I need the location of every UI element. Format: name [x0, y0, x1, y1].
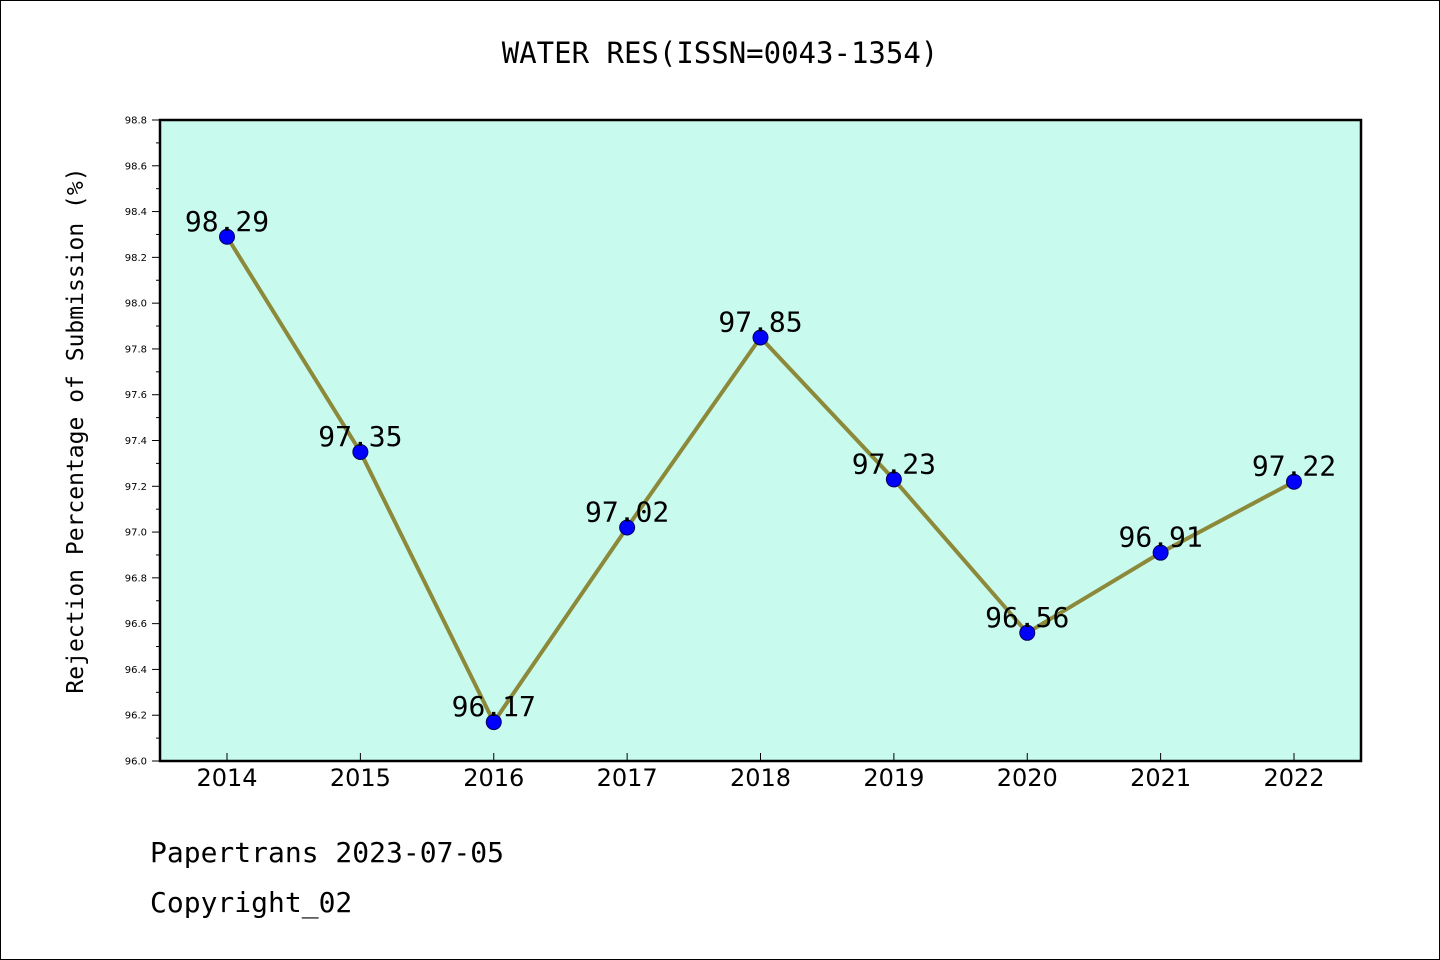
y-axis-label: Rejection Percentage of Submission (%)	[63, 167, 89, 693]
data-point	[752, 329, 769, 346]
y-tick-label: 98.0	[125, 299, 147, 310]
y-tick-label: 98.4	[125, 207, 147, 218]
x-tick-label: 2019	[863, 764, 924, 792]
y-tick-label: 96.4	[125, 665, 147, 676]
series-group	[219, 228, 1302, 731]
y-tick-label: 98.2	[125, 253, 147, 264]
x-axis-ticks: 2014 2015 2016 2017 2018 2019 2020 2021 2022	[196, 753, 1325, 792]
y-tick-label: 97.0	[125, 528, 147, 539]
data-label: 96.17	[452, 690, 536, 723]
data-label: 97.02	[585, 495, 669, 528]
footer-date: Papertrans 2023-07-05	[150, 836, 505, 869]
data-point	[485, 714, 502, 731]
y-tick-label: 97.6	[125, 390, 147, 401]
data-point	[1286, 473, 1302, 490]
data-point	[1019, 624, 1036, 641]
x-tick-label: 2021	[1130, 764, 1191, 792]
data-point	[619, 519, 636, 536]
x-tick-label: 2015	[330, 764, 391, 792]
plot-area	[160, 120, 1361, 761]
data-label: 97.22	[1252, 450, 1336, 483]
y-tick-label: 97.8	[125, 344, 147, 355]
y-tick-label: 98.6	[125, 161, 147, 172]
data-point	[352, 443, 369, 460]
x-tick-label: 2016	[463, 764, 524, 792]
data-point	[219, 228, 235, 245]
y-tick-label: 97.4	[125, 436, 147, 447]
data-label: 96.91	[1118, 521, 1202, 554]
data-label: 97.23	[852, 447, 936, 480]
data-point	[885, 471, 902, 488]
data-label: 98.29	[185, 205, 269, 238]
y-axis-ticks: 96.0 96.2 96.4 96.6 96.8 97.0 97.2 97.4 97.6 97.8…	[125, 116, 160, 768]
x-tick-label: 2018	[730, 764, 791, 792]
x-tick-label: 2017	[597, 764, 658, 792]
data-label: 96.56	[985, 601, 1069, 634]
data-point	[1152, 544, 1169, 561]
y-tick-label: 96.8	[125, 573, 147, 584]
data-label: 97.85	[718, 305, 802, 338]
y-tick-label: 97.2	[125, 482, 147, 493]
data-label: 97.35	[318, 420, 402, 453]
chart-title: WATER RES(ISSN=0043-1354)	[501, 36, 939, 70]
y-tick-label: 96.0	[125, 757, 147, 768]
y-tick-label: 98.8	[125, 116, 147, 127]
y-tick-label: 96.6	[125, 619, 147, 630]
data-labels: 98.29 97.35 96.17 97.02 97.85 97.23 96.56 96.91…	[185, 205, 1336, 723]
y-tick-label: 96.2	[125, 711, 147, 722]
footer-copyright: Copyright_02	[150, 886, 353, 919]
x-tick-label: 2020	[997, 764, 1058, 792]
x-tick-label: 2014	[196, 764, 257, 792]
plot-border	[158, 118, 1363, 763]
x-tick-label: 2022	[1263, 764, 1324, 792]
